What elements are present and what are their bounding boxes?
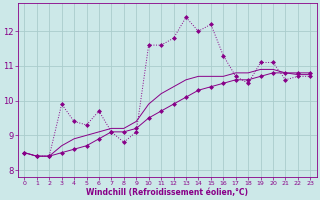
X-axis label: Windchill (Refroidissement éolien,°C): Windchill (Refroidissement éolien,°C) <box>86 188 248 197</box>
